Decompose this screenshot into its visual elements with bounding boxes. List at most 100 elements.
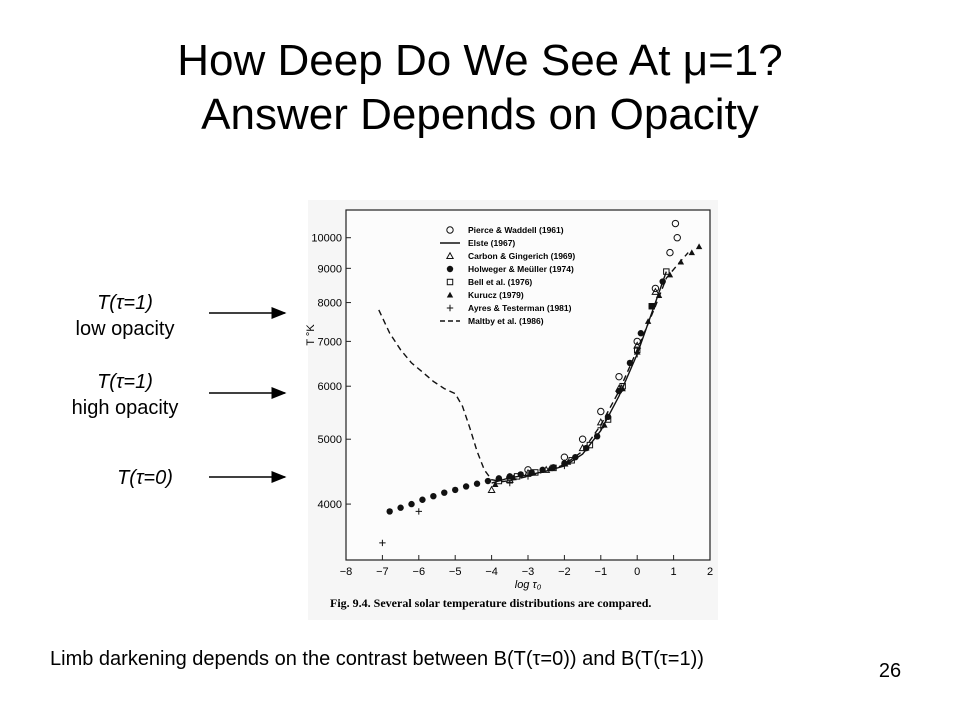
y-tick-label: 6000 [318, 381, 342, 393]
low-opacity-label-line-2: low opacity [75, 318, 175, 340]
x-tick-label: −4 [485, 566, 498, 578]
data-point [666, 248, 674, 257]
y-tick-label: 10000 [311, 233, 342, 245]
data-point [637, 330, 645, 337]
series [495, 268, 670, 485]
data-point [586, 441, 594, 449]
data-point [517, 471, 524, 478]
data-point [688, 249, 695, 256]
data-point [445, 251, 455, 260]
high-opacity-label: T(τ=1) high opacity [50, 369, 200, 421]
data-point [379, 539, 386, 547]
series [379, 350, 641, 547]
data-point [473, 480, 481, 487]
data-point [663, 268, 670, 275]
legend-entry: Pierce & Waddell (1961) [446, 225, 564, 235]
data-point [568, 457, 575, 464]
data-point [597, 407, 605, 416]
x-axis-label: log τ₀ [515, 579, 542, 591]
legend-label: Elste (1967) [468, 238, 515, 248]
data-point [597, 424, 604, 432]
surface-label: T(τ=0) [117, 467, 173, 489]
data-point [601, 421, 608, 428]
data-point [397, 504, 404, 511]
data-point [671, 219, 680, 228]
y-tick-label: 7000 [318, 336, 342, 348]
figure-caption: Fig. 9.4. Several solar temperature dist… [330, 596, 651, 610]
data-point [673, 234, 681, 242]
y-axis-label: T °K [305, 324, 317, 346]
data-point [634, 350, 641, 358]
data-point [648, 303, 655, 310]
low-opacity-label-line-1: T(τ=1) [97, 292, 153, 314]
data-point [578, 435, 587, 443]
data-point [644, 318, 652, 324]
data-point [462, 483, 470, 490]
legend-entry: Holweger & Meüller (1974) [446, 264, 574, 274]
data-point [441, 489, 448, 496]
x-tick-label: −7 [376, 566, 389, 578]
legend-label: Pierce & Waddell (1961) [468, 225, 564, 235]
x-tick-label: 2 [707, 566, 713, 578]
data-point [430, 492, 437, 500]
x-tick-label: −8 [340, 566, 353, 578]
annotation-arrows [209, 307, 287, 483]
x-tick-label: −6 [413, 566, 426, 578]
y-tick-label: 5000 [318, 434, 342, 446]
x-tick-label: −2 [558, 566, 571, 578]
legend-entry: Elste (1967) [440, 238, 515, 248]
data-point [419, 496, 426, 503]
x-tick-label: −1 [595, 566, 608, 578]
data-point [651, 284, 660, 293]
title-line-1: How Deep Do We See At μ=1? [177, 36, 783, 85]
data-point [619, 385, 626, 392]
high-opacity-label-line-1: T(τ=1) [97, 371, 153, 393]
high-opacity-label-line-2: high opacity [71, 397, 179, 419]
x-tick-label: 0 [634, 566, 640, 578]
legend-label: Bell et al. (1976) [468, 277, 532, 287]
data-point [446, 278, 454, 286]
legend-label: Ayres & Testerman (1981) [468, 303, 572, 313]
footer-text: Limb darkening depends on the contrast b… [50, 648, 704, 670]
legend-label: Kurucz (1979) [468, 290, 524, 300]
legend-label: Carbon & Gingerich (1969) [468, 251, 575, 261]
plot-frame [345, 209, 711, 561]
legend-entry: Kurucz (1979) [446, 290, 524, 300]
data-point [506, 473, 513, 480]
legend-entry: Maltby et al. (1986) [440, 316, 544, 326]
data-point [484, 477, 492, 485]
data-point [446, 265, 454, 273]
low-opacity-label: T(τ=1) low opacity [50, 290, 200, 342]
data-point [446, 226, 454, 234]
data-point [492, 481, 499, 487]
data-point [408, 500, 415, 508]
data-point [615, 372, 623, 381]
data-point [452, 486, 459, 494]
legend-entry: Ayres & Testerman (1981) [446, 303, 572, 313]
legend-entry: Carbon & Gingerich (1969) [445, 251, 575, 261]
title-line-2: Answer Depends on Opacity [201, 90, 759, 139]
x-tick-label: 1 [671, 566, 677, 578]
slide-title: How Deep Do We See At μ=1? Answer Depend… [0, 34, 960, 142]
data-point [386, 508, 393, 515]
data-point [659, 278, 666, 285]
data-point [487, 485, 496, 493]
data-point [651, 287, 660, 295]
legend-label: Holweger & Meüller (1974) [468, 264, 574, 274]
data-point [506, 479, 513, 487]
y-tick-label: 8000 [318, 298, 342, 310]
y-tick-label: 4000 [318, 499, 342, 511]
x-tick-label: −3 [522, 566, 535, 578]
data-point [446, 291, 454, 298]
data-point [593, 433, 601, 440]
data-point [648, 303, 655, 310]
legend-label: Maltby et al. (1986) [468, 316, 544, 326]
data-point [415, 508, 422, 515]
data-point [604, 416, 612, 423]
y-tick-label: 9000 [318, 263, 342, 275]
data-point [695, 243, 703, 250]
temperature-chart: 10000 9000 8000 7000 6000 5000 4000 −8 −7 −6 −5 −4… [305, 200, 718, 620]
data-point [446, 304, 454, 312]
x-tick-label: −5 [449, 566, 462, 578]
page-number: 26 [878, 660, 902, 682]
